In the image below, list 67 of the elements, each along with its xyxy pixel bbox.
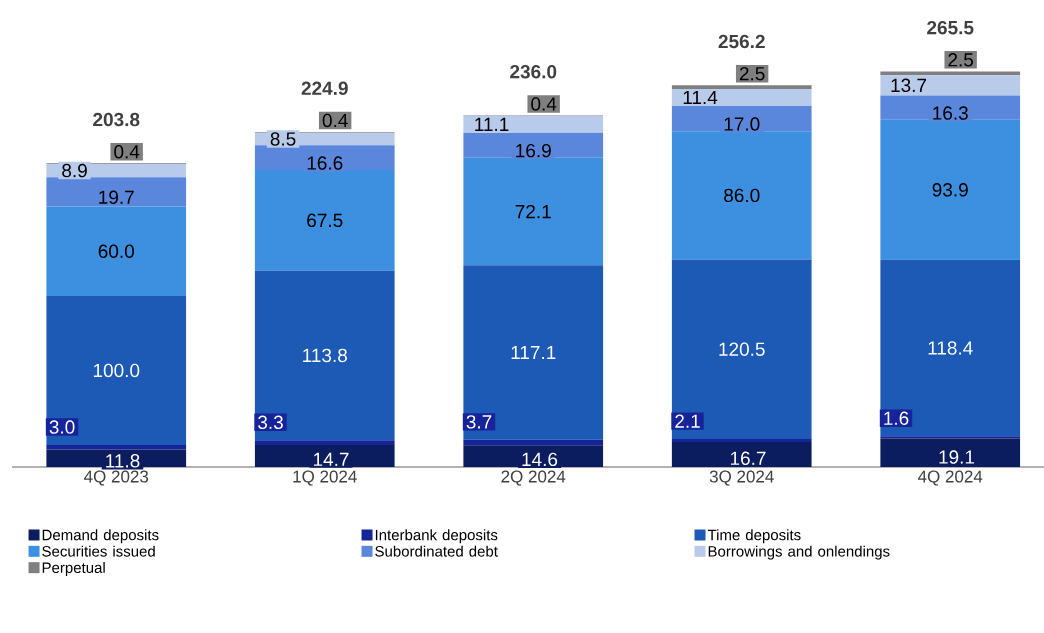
x-tick-label: 4Q 2023 [84,470,149,486]
data-label: 11.4 [683,90,718,105]
bar [254,170,395,271]
data-label: 8.9 [62,163,87,178]
legend-label: Demand deposits [42,529,159,544]
data-label: 13.7 [891,78,927,93]
x-tick-label: 2Q 2024 [501,470,566,486]
data-label: 11.8 [106,454,140,468]
data-label: 2.1 [675,414,700,428]
x-tick-label: 1Q 2024 [293,470,357,486]
data-label: 8.5 [270,132,296,146]
data-label: 2.5 [948,53,974,67]
data-label: 11.1 [475,117,509,131]
bar [671,438,812,443]
bar [880,119,1021,260]
data-label: 16.7 [730,451,766,466]
legend-label: Subordinated debt [375,545,498,557]
legend-label: Time deposits [707,529,801,544]
bar [880,259,1021,437]
data-label: 17.0 [724,117,760,131]
total-label: 236.0 [510,65,557,79]
data-label: 16.6 [307,156,343,170]
data-label: 16.3 [933,106,968,120]
data-label: 0.4 [322,113,348,128]
bar [671,131,812,260]
data-label: 86.0 [724,188,760,203]
bar [46,206,187,296]
bar [880,436,1021,439]
data-label: 3.3 [258,415,283,430]
bar [463,439,604,446]
data-label: 0.4 [531,97,557,111]
bar [46,444,187,450]
legend-label: Securities issued [42,545,155,557]
data-label: 100.0 [93,363,140,378]
data-label: 19.1 [939,450,975,464]
x-tick-label: 4Q 2024 [918,470,983,486]
data-label: 0.4 [114,145,140,159]
data-label: 113.8 [303,348,347,363]
total-label: 256.2 [718,34,765,49]
data-label: 2.5 [739,66,765,81]
x-tick-label: 3Q 2024 [709,470,774,486]
data-label: 16.9 [516,143,551,158]
data-label: 117.1 [511,345,556,360]
legend-label: Interbank deposits [375,529,498,544]
data-label: 118.4 [928,341,973,355]
data-label: 14.7 [313,452,349,466]
data-label: 3.7 [466,415,492,429]
data-label: 93.9 [932,183,968,197]
legend-label: Perpetual [42,561,105,576]
total-label: 203.8 [93,112,140,127]
legend-label: Borrowings and onlendings [708,545,890,560]
bar [46,295,187,445]
data-label: 19.7 [99,190,134,204]
total-label: 224.9 [301,81,348,96]
data-label: 72.1 [515,204,551,219]
data-label: 60.0 [98,244,134,258]
bar [254,270,395,441]
data-label: 67.5 [307,213,343,228]
bar [463,265,604,440]
data-label: 1.6 [884,411,909,426]
data-label: 14.6 [522,452,558,467]
data-label: 3.0 [49,420,75,434]
bar [254,440,395,446]
bar [671,259,812,439]
total-label: 265.5 [927,20,974,35]
bar [463,157,604,266]
data-label: 120.5 [719,342,765,356]
